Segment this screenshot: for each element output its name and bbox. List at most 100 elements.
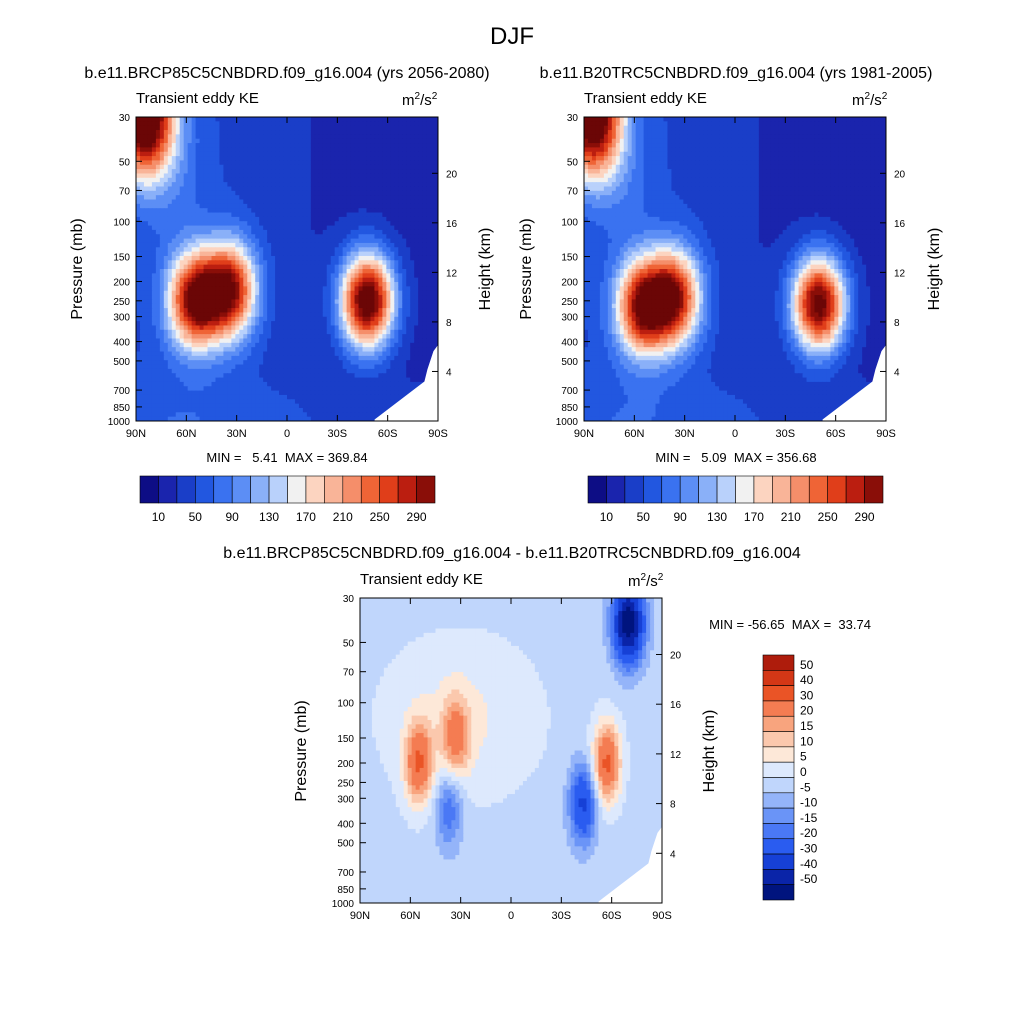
contour-cell <box>326 169 332 175</box>
contour-cell <box>302 264 308 270</box>
contour-cell <box>306 169 312 175</box>
contour-cell <box>394 160 399 166</box>
contour-cell <box>187 282 193 287</box>
contour-cell <box>378 216 383 222</box>
contour-cell <box>402 216 407 222</box>
contour-cell <box>151 251 157 257</box>
contour-cell <box>430 169 435 175</box>
contour-cell <box>243 295 248 300</box>
contour-cell <box>350 190 356 196</box>
contour-cell <box>374 277 379 283</box>
contour-cell <box>243 351 248 357</box>
contour-cell <box>267 251 272 257</box>
contour-cell <box>306 143 312 148</box>
contour-cell <box>159 260 165 266</box>
contour-cell <box>426 225 431 231</box>
contour-cell <box>223 160 228 166</box>
contour-cell <box>151 334 157 340</box>
contour-cell <box>283 316 288 322</box>
contour-cell <box>183 238 189 244</box>
contour-cell <box>326 260 332 266</box>
contour-cell <box>155 182 161 188</box>
contour-cell <box>235 212 240 218</box>
contour-cell <box>302 373 308 379</box>
contour-cell <box>143 242 149 248</box>
contour-cell <box>382 151 387 157</box>
contour-cell <box>187 125 193 131</box>
contour-cell <box>139 173 145 179</box>
contour-cell <box>223 125 228 131</box>
contour-cell <box>175 347 181 353</box>
contour-cell <box>410 368 415 374</box>
contour-cell <box>366 351 372 357</box>
contour-cell <box>386 212 391 218</box>
contour-cell <box>306 255 312 261</box>
contour-cell <box>390 143 395 148</box>
contour-cell <box>239 190 244 196</box>
contour-cell <box>267 334 272 340</box>
contour-cell <box>418 299 423 305</box>
contour-cell <box>398 234 403 240</box>
contour-cell <box>298 208 304 214</box>
contour-cell <box>175 334 181 340</box>
contour-cell <box>394 251 399 257</box>
contour-cell <box>167 360 173 366</box>
contour-cell <box>223 351 228 357</box>
contour-cell <box>139 229 145 235</box>
contour-cell <box>418 195 423 201</box>
contour-cell <box>163 394 169 400</box>
contour-cell <box>195 394 201 400</box>
contour-cell <box>231 312 236 318</box>
contour-cell <box>298 182 304 188</box>
contour-cell <box>211 151 217 157</box>
contour-cell <box>143 342 149 348</box>
contour-cell <box>251 156 256 162</box>
contour-cell <box>247 199 252 205</box>
contour-cell <box>422 368 427 374</box>
contour-cell <box>382 260 387 266</box>
contour-cell <box>326 390 332 396</box>
contour-cell <box>279 208 284 214</box>
contour-cell <box>231 125 236 131</box>
contour-cell <box>374 164 379 170</box>
contour-cell <box>310 355 316 361</box>
contour-cell <box>414 347 419 353</box>
contour-cell <box>306 216 312 222</box>
contour-cell <box>187 394 193 400</box>
contour-cell <box>406 351 411 357</box>
contour-cell <box>334 212 340 218</box>
contour-cell <box>342 308 348 314</box>
contour-cell <box>227 329 232 335</box>
contour-cell <box>298 199 304 205</box>
contour-cell <box>422 190 427 196</box>
contour-cell <box>382 199 387 205</box>
contour-cell <box>390 160 395 166</box>
contour-cell <box>298 260 304 266</box>
contour-cell <box>346 186 352 192</box>
contour-cell <box>159 308 165 314</box>
contour-cell <box>362 386 368 392</box>
contour-cell <box>155 264 161 270</box>
contour-cell <box>155 286 161 292</box>
contour-cell <box>275 386 280 392</box>
contour-cell <box>422 160 427 166</box>
contour-cell <box>342 130 348 135</box>
contour-cell <box>203 255 209 261</box>
contour-cell <box>235 381 240 387</box>
contour-cell <box>310 190 316 196</box>
contour-cell <box>259 260 264 266</box>
contour-cell <box>243 316 248 322</box>
contour-cell <box>219 151 225 157</box>
contour-cell <box>139 147 145 153</box>
contour-cell <box>171 238 177 244</box>
contour-cell <box>175 238 181 244</box>
contour-cell <box>223 269 228 274</box>
contour-cell <box>406 377 411 383</box>
contour-cell <box>398 147 403 153</box>
contour-cell <box>159 360 165 366</box>
contour-cell <box>294 177 300 183</box>
contour-cell <box>259 203 264 209</box>
contour-cell <box>350 156 356 162</box>
contour-cell <box>136 238 141 244</box>
contour-cell <box>314 329 320 335</box>
